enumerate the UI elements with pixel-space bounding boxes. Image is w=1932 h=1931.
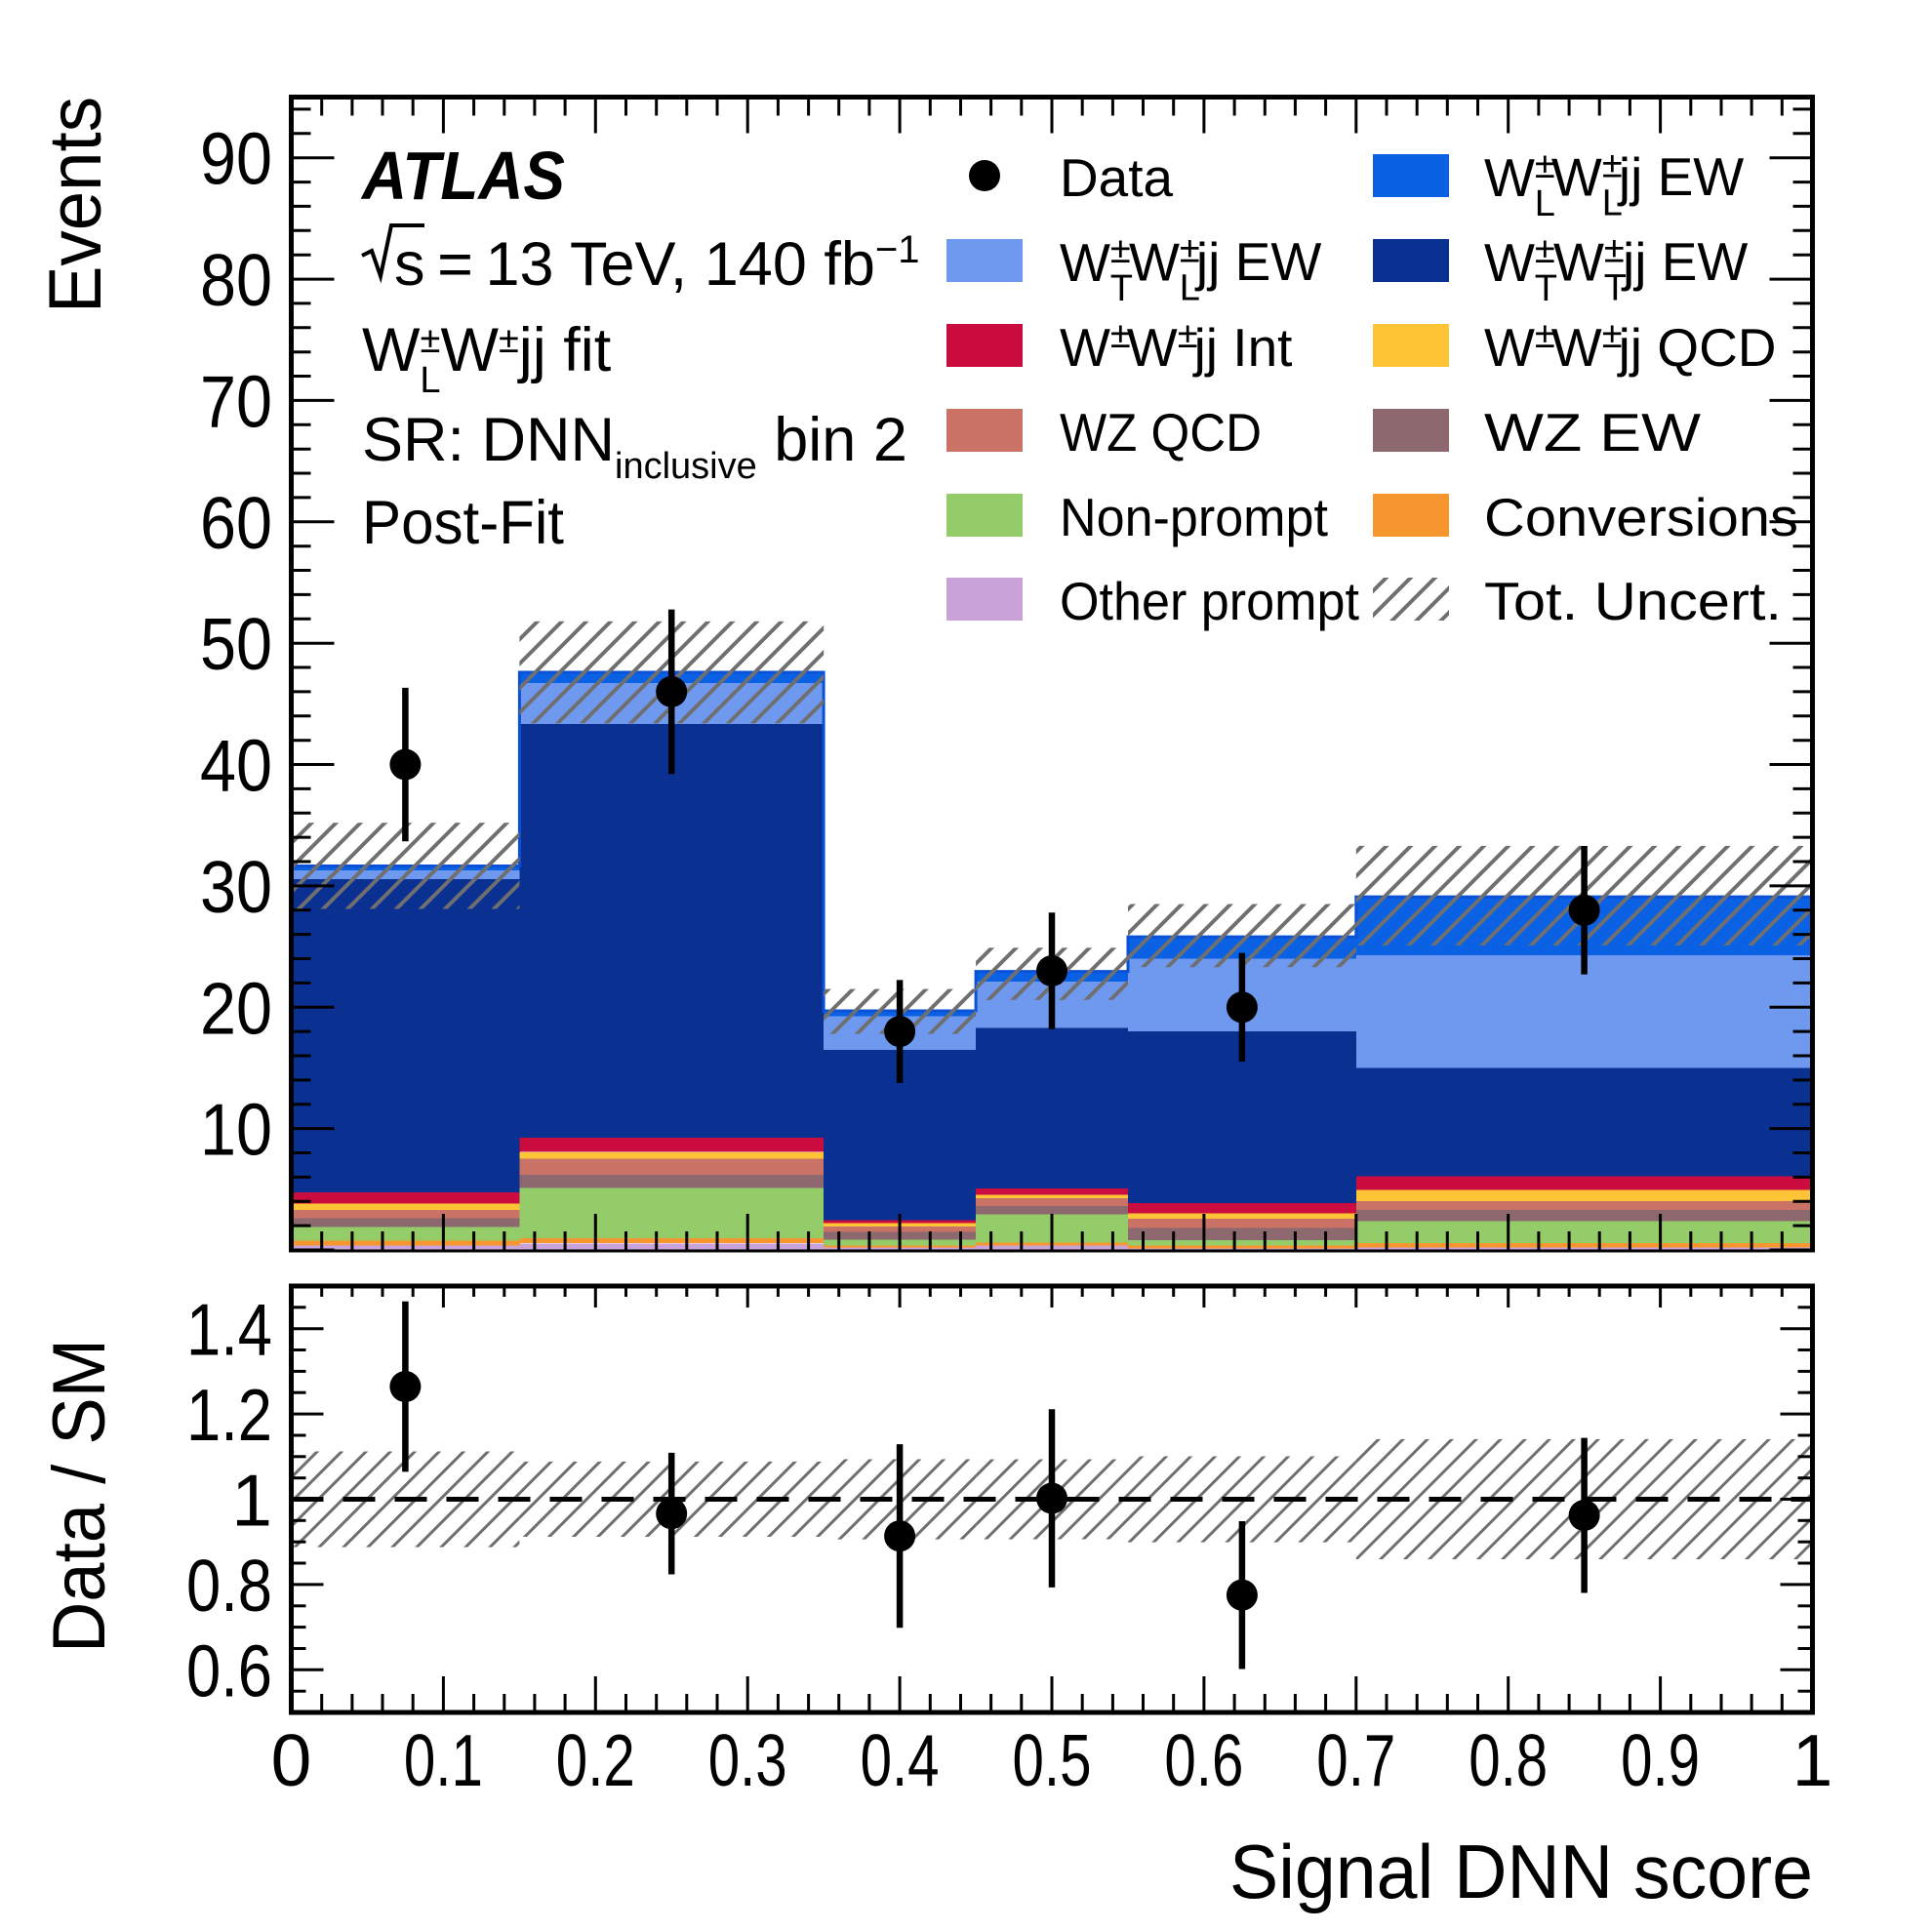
svg-text:0.4: 0.4 xyxy=(861,1719,940,1801)
svg-text:40: 40 xyxy=(200,725,272,807)
svg-text:0.7: 0.7 xyxy=(1316,1719,1395,1801)
svg-text:0.5: 0.5 xyxy=(1013,1719,1092,1801)
svg-text:s = 13 TeV, 140 fb−1: s = 13 TeV, 140 fb−1 xyxy=(394,228,920,299)
svg-text:1: 1 xyxy=(1792,1719,1833,1801)
svg-text:0.2: 0.2 xyxy=(556,1719,635,1801)
svg-text:ATLAS: ATLAS xyxy=(360,138,565,214)
svg-text:Non-prompt: Non-prompt xyxy=(1060,487,1328,547)
svg-text:90: 90 xyxy=(200,118,272,200)
svg-text:Data / SM: Data / SM xyxy=(38,1339,121,1653)
svg-text:0: 0 xyxy=(271,1719,312,1801)
svg-text:30: 30 xyxy=(200,846,272,928)
svg-text:Post-Fit: Post-Fit xyxy=(362,489,564,557)
svg-text:0.1: 0.1 xyxy=(404,1719,483,1801)
svg-text:80: 80 xyxy=(200,239,272,321)
svg-text:0.9: 0.9 xyxy=(1621,1719,1700,1801)
svg-text:Other prompt: Other prompt xyxy=(1060,571,1359,631)
svg-text:Signal DNN score: Signal DNN score xyxy=(1229,1829,1813,1914)
svg-text:WZ EW: WZ EW xyxy=(1484,402,1701,463)
svg-text:WZ QCD: WZ QCD xyxy=(1060,402,1262,463)
svg-text:W±L​W±L​jj EW: W±L​W±L​jj EW xyxy=(1484,145,1744,225)
svg-text:0.8: 0.8 xyxy=(186,1545,272,1627)
svg-text:Conversions: Conversions xyxy=(1484,487,1798,547)
svg-text:0.6: 0.6 xyxy=(1164,1719,1243,1801)
svg-text:1.4: 1.4 xyxy=(186,1289,272,1371)
svg-text:Data: Data xyxy=(1060,147,1173,208)
svg-text:SR: DNNinclusive bin 2: SR: DNNinclusive bin 2 xyxy=(362,406,907,487)
svg-text:0.6: 0.6 xyxy=(186,1629,272,1711)
svg-text:50: 50 xyxy=(200,603,272,685)
svg-text:Events: Events xyxy=(34,97,117,313)
svg-text:1: 1 xyxy=(231,1460,272,1542)
svg-text:60: 60 xyxy=(200,482,272,564)
svg-text:0.8: 0.8 xyxy=(1469,1719,1548,1801)
svg-text:W±​W±​jj Int: W±​W±​jj Int xyxy=(1060,315,1292,378)
svg-text:1.2: 1.2 xyxy=(186,1374,272,1456)
svg-text:20: 20 xyxy=(200,967,272,1049)
svg-text:10: 10 xyxy=(200,1089,272,1171)
svg-text:Tot. Uncert.: Tot. Uncert. xyxy=(1484,571,1782,631)
svg-text:W±​W±​jj QCD: W±​W±​jj QCD xyxy=(1484,315,1777,378)
svg-text:0.3: 0.3 xyxy=(708,1719,787,1801)
svg-text:70: 70 xyxy=(200,360,272,442)
